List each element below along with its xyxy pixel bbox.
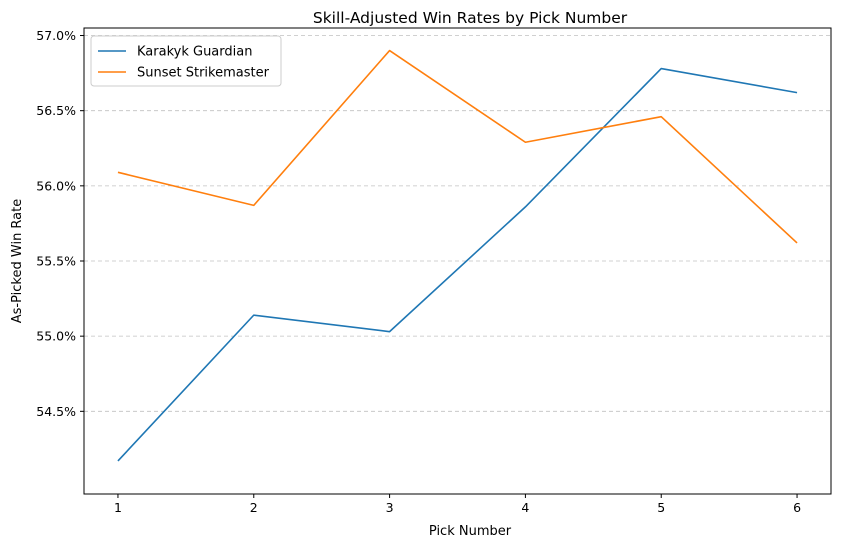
series-line-sunset-strikemaster — [117, 49, 798, 244]
x-tick-label: 4 — [521, 500, 529, 515]
y-tick-label: 57.0% — [36, 28, 76, 43]
x-tick-label: 1 — [114, 500, 122, 515]
x-axis-label: Pick Number — [429, 524, 512, 539]
legend-box — [90, 35, 282, 87]
y-tick-label: 55.0% — [36, 329, 76, 344]
y-tick-label: 55.5% — [36, 254, 76, 269]
legend-label-sunset-strikemaster: Sunset Strikemaster — [137, 66, 270, 81]
y-tick-label: 54.5% — [36, 404, 76, 419]
x-tick-label: 3 — [386, 500, 394, 515]
y-tick-label: 56.5% — [36, 103, 76, 118]
legend-label-karakyk-guardian: Karakyk Guardian — [137, 45, 252, 60]
legend: Karakyk Guardian Sunset Strikemaster — [90, 35, 282, 87]
series-line-karakyk-guardian — [117, 67, 798, 462]
x-tick-label: 5 — [657, 500, 665, 515]
grid-lines — [84, 35, 831, 412]
y-tick-label: 56.0% — [36, 178, 76, 193]
y-axis-ticks: 54.5% 55.0% 55.5% 56.0% 56.5% 57.0% — [36, 28, 84, 419]
x-tick-label: 6 — [793, 500, 801, 515]
chart-title: Skill-Adjusted Win Rates by Pick Number — [313, 9, 628, 27]
y-axis-label: As-Picked Win Rate — [10, 199, 25, 323]
series-lines — [117, 49, 798, 462]
x-axis-ticks: 1 2 3 4 5 6 — [114, 494, 801, 515]
x-tick-label: 2 — [250, 500, 258, 515]
